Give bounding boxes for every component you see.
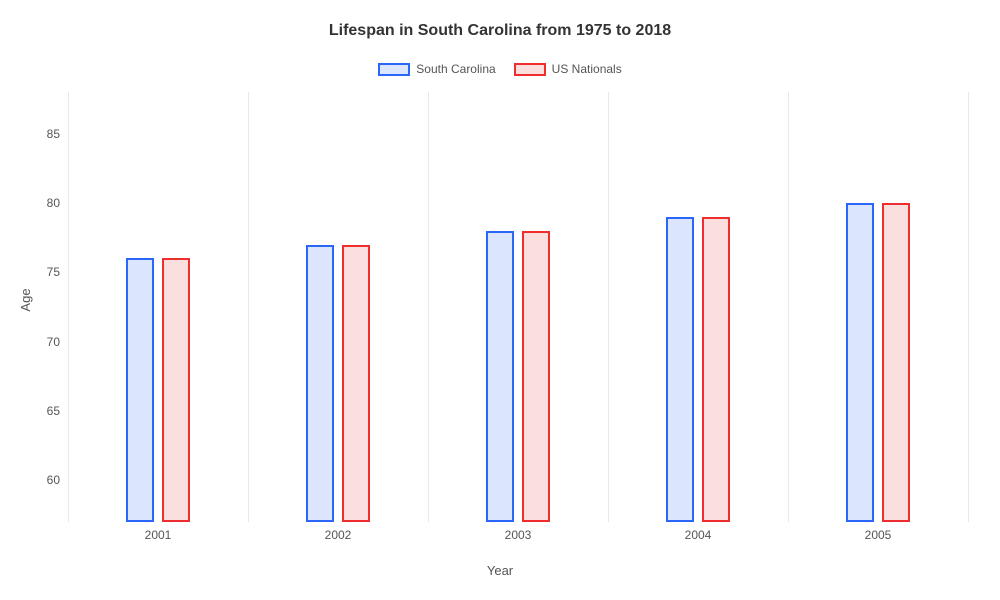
x-tick-label: 2002 <box>325 528 352 542</box>
x-tick-label: 2005 <box>865 528 892 542</box>
y-tick-label: 60 <box>32 473 60 487</box>
y-tick-label: 65 <box>32 404 60 418</box>
legend-swatch-us-nationals <box>514 63 546 76</box>
gridline-vertical <box>608 92 609 522</box>
bar <box>702 217 730 522</box>
bar <box>342 245 370 522</box>
gridline-vertical <box>248 92 249 522</box>
gridline-vertical <box>428 92 429 522</box>
y-tick-label: 85 <box>32 127 60 141</box>
gridline-vertical <box>968 92 969 522</box>
bar <box>486 231 514 522</box>
chart-title: Lifespan in South Carolina from 1975 to … <box>0 22 1000 40</box>
legend-item-south-carolina: South Carolina <box>378 62 495 76</box>
legend-label-us-nationals: US Nationals <box>552 62 622 76</box>
plot-area <box>68 92 968 522</box>
bar <box>666 217 694 522</box>
legend-item-us-nationals: US Nationals <box>514 62 622 76</box>
x-tick-label: 2004 <box>685 528 712 542</box>
y-tick-label: 75 <box>32 265 60 279</box>
chart-container: Lifespan in South Carolina from 1975 to … <box>0 0 1000 600</box>
y-tick-label: 70 <box>32 335 60 349</box>
legend-label-south-carolina: South Carolina <box>416 62 495 76</box>
y-tick-label: 80 <box>32 196 60 210</box>
bar <box>882 203 910 522</box>
bar <box>126 258 154 522</box>
x-tick-label: 2003 <box>505 528 532 542</box>
legend-swatch-south-carolina <box>378 63 410 76</box>
x-tick-label: 2001 <box>145 528 172 542</box>
y-axis-label: Age <box>18 288 33 311</box>
bar <box>306 245 334 522</box>
bar <box>846 203 874 522</box>
bar <box>522 231 550 522</box>
gridline-vertical <box>68 92 69 522</box>
bar <box>162 258 190 522</box>
legend: South Carolina US Nationals <box>0 62 1000 76</box>
x-axis-label: Year <box>0 563 1000 578</box>
gridline-vertical <box>788 92 789 522</box>
